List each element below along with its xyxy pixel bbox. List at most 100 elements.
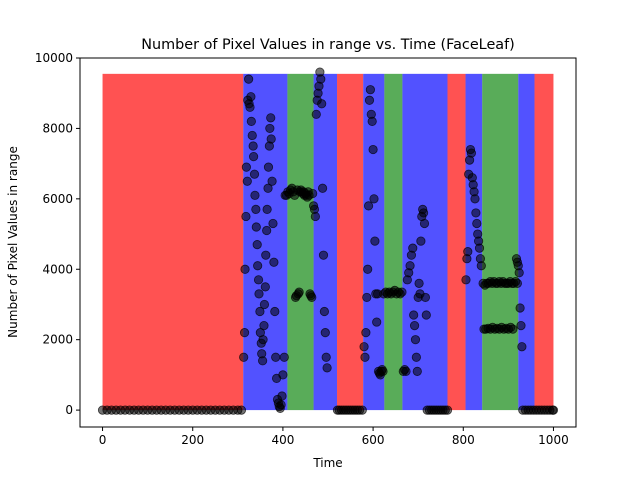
data-point [251,222,261,232]
y-tick-label: 2000 [42,333,73,347]
data-point [245,102,255,112]
data-point [262,225,272,236]
data-point [318,250,329,260]
background-bands [102,73,554,411]
axes-frame [79,57,577,428]
data-point [265,123,275,134]
data-point [370,236,380,246]
x-tick-label: 0 [99,433,107,447]
data-point [258,335,268,345]
data-point [397,287,407,297]
data-point [517,342,527,352]
data-point [409,310,419,320]
data-point [321,352,331,362]
data-point [320,328,330,338]
data-point [294,287,304,297]
data-point [259,299,270,310]
data-point [249,169,260,179]
data-point [259,320,269,331]
data-point [412,366,422,376]
data-point [516,320,526,331]
data-point [476,261,486,271]
data-point [378,366,388,376]
band-red-8 [447,73,466,411]
data-point [472,218,482,229]
data-point [266,113,276,123]
data-point [254,289,264,299]
data-point [418,208,429,218]
data-point [246,92,256,102]
band-green-2 [287,73,314,411]
data-point [311,109,321,119]
band-green-10 [482,73,519,411]
data-point [416,236,426,246]
data-point [310,211,320,222]
y-tick-label: 4000 [42,262,73,276]
data-point [241,162,251,172]
data-point [258,356,268,366]
data-point [270,306,280,317]
data-point [271,352,281,362]
data-point [411,352,421,362]
data-point [317,99,327,109]
data-point [322,363,332,373]
band-green-6 [384,73,403,411]
data-point [263,183,273,193]
y-tick-label: 6000 [42,192,73,206]
data-point [363,201,374,211]
data-point [319,306,329,317]
y-tick-label: 0 [65,403,73,417]
data-point [250,190,260,200]
data-point [255,306,265,317]
data-point [442,405,453,415]
data-point [471,208,481,218]
data-point [253,275,264,285]
band-red-0 [102,73,244,411]
data-point [419,218,430,229]
x-tick-label: 200 [181,433,204,447]
data-point [241,211,251,222]
data-point [466,148,476,158]
data-point [359,342,369,352]
data-point [514,268,524,278]
x-tick-label: 400 [271,433,294,447]
data-point [463,247,473,257]
data-point [408,243,418,253]
data-point [360,352,370,362]
data-point [421,310,431,320]
data-point [244,74,254,84]
data-point [263,162,274,172]
x-axis-ticks: 0 200 400 600 800 1000 [99,427,569,447]
data-point [246,116,256,126]
data-point [249,151,259,162]
chart-title: Number of Pixel Values in range vs. Time… [141,37,515,53]
data-point [316,74,326,84]
x-axis-label: Time [312,456,342,470]
data-point [461,275,471,285]
data-point [262,204,272,215]
data-point [420,292,430,303]
data-point [365,85,375,95]
x-tick-label: 1000 [538,433,569,447]
band-red-4 [337,73,364,411]
data-point [368,144,378,155]
data-point [362,292,372,303]
data-point [279,352,289,362]
data-point [474,243,485,253]
data-point [410,335,421,345]
data-point [372,317,382,327]
data-point [260,282,270,292]
data-point [307,292,317,303]
data-point [317,183,328,193]
data-point [357,405,367,415]
data-point [247,130,257,141]
data-point [369,194,379,204]
data-point [268,218,278,229]
data-point [248,141,258,151]
data-point [508,324,518,334]
data-point [364,95,375,105]
band-red-12 [534,73,554,411]
data-point [409,320,420,331]
data-point [405,261,415,271]
